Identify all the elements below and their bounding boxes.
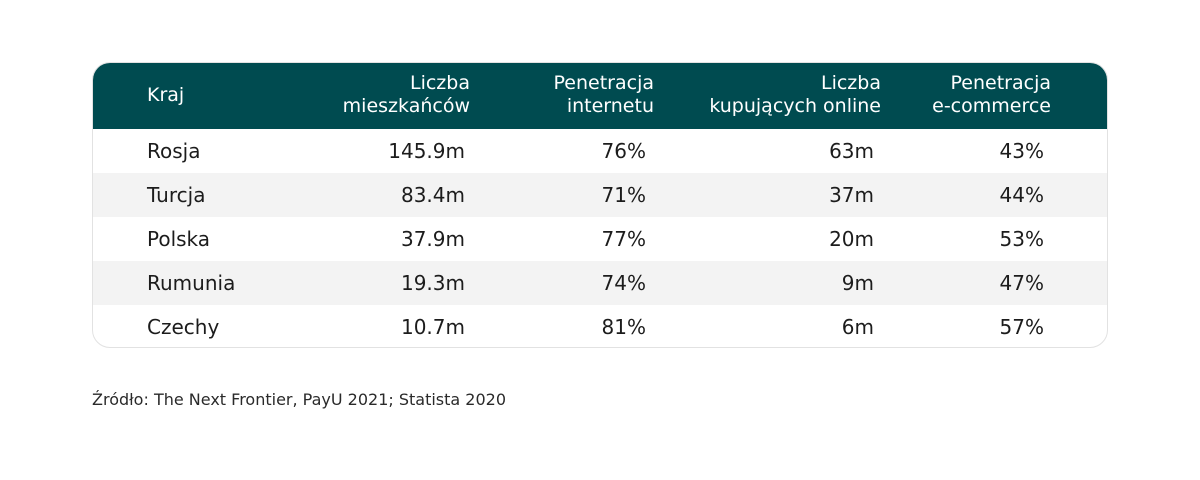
- online-buyers-cell: 37m: [829, 183, 874, 207]
- internet-penetration-cell: 71%: [601, 183, 646, 207]
- ecommerce-penetration-cell: 44%: [999, 183, 1044, 207]
- table-row: Turcja 83.4m 71% 37m 44%: [93, 173, 1107, 217]
- internet-penetration-cell: 77%: [601, 227, 646, 251]
- table-row: Rosja 145.9m 76% 63m 43%: [93, 129, 1107, 173]
- population-cell: 19.3m: [400, 271, 465, 295]
- internet-penetration-cell: 74%: [601, 271, 646, 295]
- population-cell: 37.9m: [400, 227, 465, 251]
- online-buyers-cell: 20m: [829, 227, 874, 251]
- internet-penetration-cell: 76%: [601, 139, 646, 163]
- online-buyers-cell: 6m: [841, 315, 874, 339]
- header-ecommerce-penetration: Penetracja e-commerce: [932, 72, 1051, 117]
- country-cell: Rumunia: [147, 271, 236, 295]
- country-cell: Turcja: [147, 183, 206, 207]
- online-buyers-cell: 9m: [841, 271, 874, 295]
- population-cell: 83.4m: [400, 183, 465, 207]
- ecommerce-penetration-cell: 57%: [999, 315, 1044, 339]
- source-note: Źródło: The Next Frontier, PayU 2021; St…: [92, 390, 507, 409]
- table-row: Rumunia 19.3m 74% 9m 47%: [93, 261, 1107, 305]
- table-header: Kraj Liczba mieszkańców Penetracja inter…: [93, 63, 1107, 129]
- population-cell: 145.9m: [388, 139, 465, 163]
- header-internet-penetration: Penetracja internetu: [553, 72, 654, 117]
- ecommerce-penetration-cell: 43%: [999, 139, 1044, 163]
- population-cell: 10.7m: [400, 315, 465, 339]
- country-cell: Rosja: [147, 139, 201, 163]
- data-table: Kraj Liczba mieszkańców Penetracja inter…: [92, 62, 1108, 348]
- online-buyers-cell: 63m: [829, 139, 874, 163]
- header-population: Liczba mieszkańców: [342, 72, 470, 117]
- table-body: Rosja 145.9m 76% 63m 43% Turcja 83.4m 71% 37m 44%…: [93, 129, 1107, 347]
- table-row: Czechy 10.7m 81% 6m 57%: [93, 305, 1107, 347]
- country-cell: Czechy: [147, 315, 220, 339]
- header-country: Kraj: [147, 84, 185, 106]
- ecommerce-penetration-cell: 47%: [999, 271, 1044, 295]
- country-cell: Polska: [147, 227, 211, 251]
- ecommerce-penetration-cell: 53%: [999, 227, 1044, 251]
- internet-penetration-cell: 81%: [601, 315, 646, 339]
- table-row: Polska 37.9m 77% 20m 53%: [93, 217, 1107, 261]
- header-online-buyers: Liczba kupujących online: [709, 72, 881, 117]
